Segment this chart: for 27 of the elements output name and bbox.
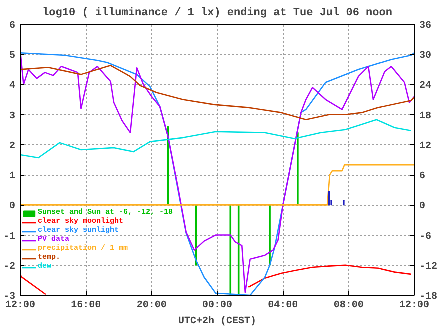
y2-tick-label: 18 [420, 111, 432, 122]
y2-tick-label: 24 [420, 81, 432, 92]
x-tick-label: 16:00 [71, 300, 102, 312]
y2-tick-label: 12 [420, 141, 432, 152]
y-tick-label: 0 [10, 202, 16, 213]
y-tick-label: 2 [10, 141, 16, 152]
y2-tick-label: 30 [420, 51, 432, 62]
x-tick-label: 12:00 [6, 300, 36, 312]
y-tick-label: 6 [10, 21, 16, 32]
y-tick-label: -2 [4, 262, 16, 273]
y-tick-label: -1 [4, 232, 16, 243]
x-axis-title: UTC+2h (CEST) [178, 316, 257, 328]
x-tick-label: 00:00 [202, 300, 233, 312]
y-tick-label: 1 [10, 172, 16, 183]
y-tick-label: 5 [10, 51, 16, 62]
y-tick-label: 3 [10, 111, 16, 122]
x-tick-label: 08:00 [334, 300, 364, 312]
y-tick-label: 4 [10, 81, 16, 92]
x-tick-label: 04:00 [268, 300, 298, 312]
y2-tick-label: 36 [420, 21, 432, 32]
y2-tick-label: -6 [420, 232, 432, 243]
y2-tick-label: -12 [420, 262, 438, 273]
x-tick-label: 12:00 [400, 300, 430, 312]
y2-tick-label: 6 [420, 172, 426, 183]
y2-tick-label: 0 [420, 202, 426, 213]
x-tick-label: 20:00 [136, 300, 167, 312]
chart-title: log10 ( illuminance / 1 lx) ending at Tue Jul 06 noon [42, 8, 392, 20]
